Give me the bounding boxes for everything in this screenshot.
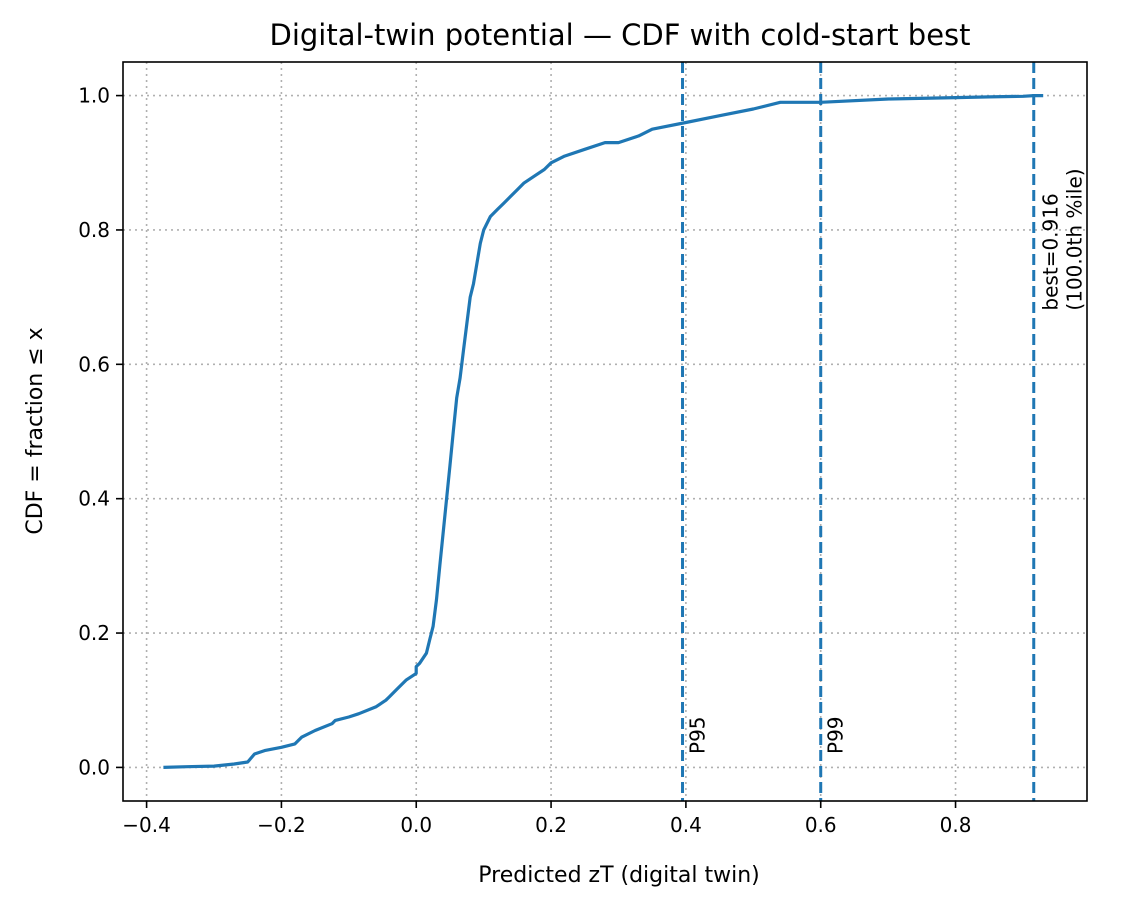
cdf-line — [163, 93, 1044, 769]
y-axis-ticks: 0.0 0.2 0.4 0.6 0.8 1.0 — [78, 84, 123, 779]
x-tick-label: 0.0 — [400, 813, 432, 837]
grid-lines — [123, 62, 1087, 801]
chart-title: Digital-twin potential — CDF with cold-s… — [269, 18, 970, 52]
y-tick-label: 0.6 — [78, 352, 110, 376]
best-percentile-annotation: (100.0th %ile) — [1063, 168, 1087, 310]
x-tick-label: 0.6 — [805, 813, 837, 837]
x-axis-ticks: −0.4 −0.2 0.0 0.2 0.4 0.6 0.8 — [122, 801, 971, 837]
x-tick-label: 0.2 — [535, 813, 567, 837]
cdf-series — [163, 93, 1044, 769]
percentile-label: P95 — [686, 716, 710, 754]
percentile-markers: P95 P99 best=0.916 (100.0th %ile) — [681, 62, 1087, 801]
x-tick-label: 0.4 — [670, 813, 702, 837]
percentile-label: P99 — [824, 716, 848, 754]
y-tick-label: 0.0 — [78, 755, 110, 779]
x-tick-label: −0.4 — [122, 813, 171, 837]
best-annotation: best=0.916 — [1039, 193, 1063, 310]
x-axis-label: Predicted zT (digital twin) — [478, 863, 759, 888]
x-tick-label: 0.8 — [940, 813, 972, 837]
y-tick-label: 1.0 — [78, 84, 110, 108]
y-axis-label: CDF = fraction ≤ x — [23, 327, 48, 534]
y-tick-label: 0.2 — [78, 621, 110, 645]
y-tick-label: 0.4 — [78, 487, 110, 511]
x-tick-label: −0.2 — [257, 813, 306, 837]
plot-frame — [122, 61, 1088, 802]
y-tick-label: 0.8 — [78, 218, 110, 242]
